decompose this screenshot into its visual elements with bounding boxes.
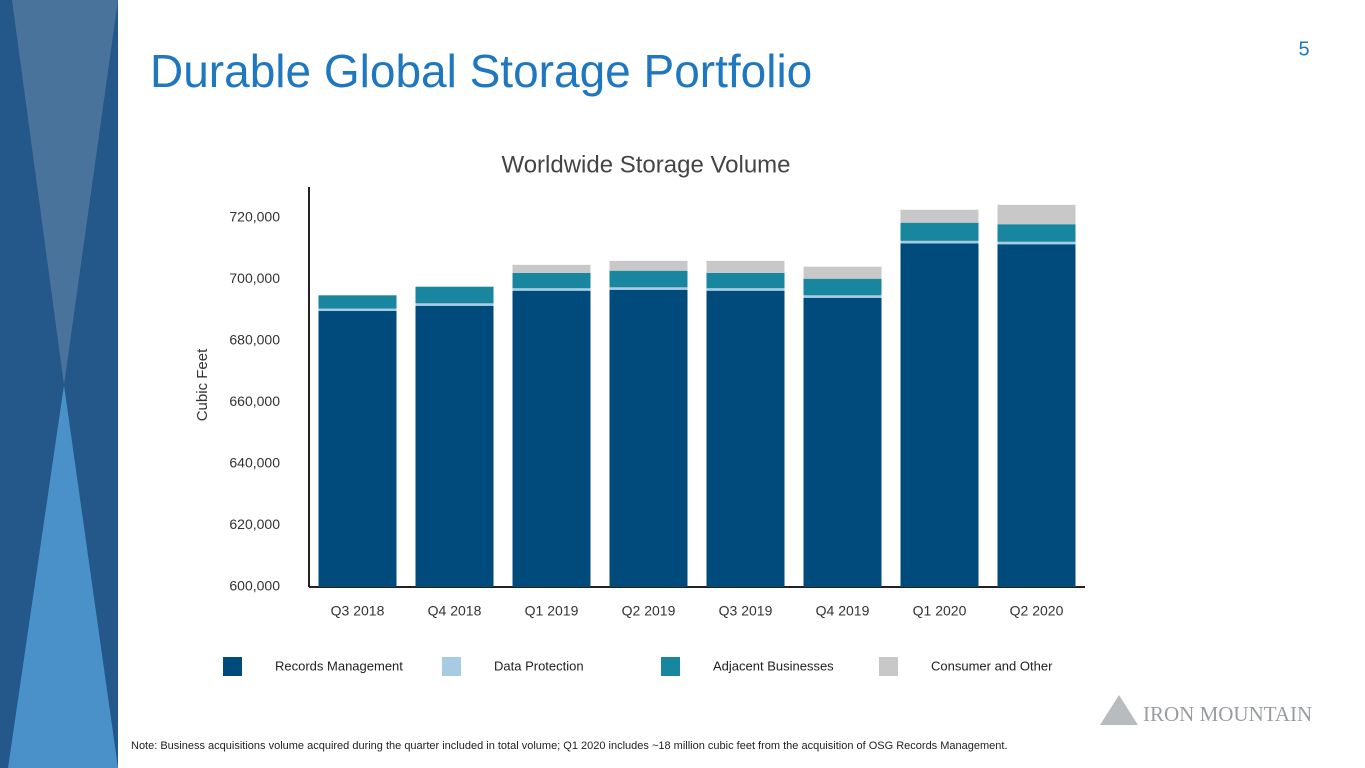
bar-segment [997, 244, 1076, 587]
bar-segment [706, 272, 785, 289]
bar-segment [997, 224, 1076, 242]
logo-mark [1100, 695, 1138, 725]
bar-segment [512, 288, 591, 291]
bar-segment [609, 260, 688, 271]
x-tick-label: Q2 2019 [622, 603, 676, 619]
bar-segment [415, 303, 494, 306]
y-tick-label: 720,000 [229, 208, 280, 224]
y-tick-label: 700,000 [229, 270, 280, 286]
y-axis-label: Cubic Feet [194, 348, 211, 421]
bar-segment [512, 272, 591, 289]
legend-swatch [879, 657, 898, 676]
legend-swatch [223, 657, 242, 676]
y-tick-label: 680,000 [229, 332, 280, 348]
legend-label: Records Management [275, 658, 403, 673]
bar-segment [900, 222, 979, 241]
bar-segment [900, 243, 979, 588]
y-tick-label: 660,000 [229, 393, 280, 409]
bar-segment [609, 287, 688, 290]
logo-text: IRON MOUNTAIN [1143, 702, 1312, 726]
bar-segment [900, 209, 979, 223]
bar-segment [900, 240, 979, 244]
x-tick-label: Q1 2019 [525, 603, 579, 619]
note: Note: Business acquisitions volume acqui… [131, 740, 1008, 752]
y-tick-label: 620,000 [229, 516, 280, 532]
bar-segment [803, 266, 882, 279]
x-tick-label: Q2 2020 [1010, 603, 1064, 619]
bar-segment [803, 278, 882, 296]
bar-segment [803, 295, 882, 298]
bar-segment [997, 204, 1076, 225]
bar-segment [997, 241, 1076, 245]
bar-segment [512, 264, 591, 273]
x-tick-label: Q3 2019 [719, 603, 773, 619]
x-tick-label: Q4 2019 [816, 603, 870, 619]
side-wedge [12, 0, 118, 385]
legend-label: Adjacent Businesses [713, 658, 834, 673]
bar-segment [609, 270, 688, 288]
bar-segment [609, 289, 688, 587]
page-number: 5 [1298, 38, 1309, 60]
bar-segment [318, 311, 397, 587]
bar-segment [318, 295, 397, 309]
bar-segment [706, 260, 785, 273]
bar-segment [706, 288, 785, 291]
bar-segment [415, 286, 494, 304]
y-tick-label: 600,000 [229, 578, 280, 594]
bar-segment [512, 290, 591, 587]
slide-title: Durable Global Storage Portfolio [150, 45, 812, 97]
legend-swatch [442, 657, 461, 676]
y-tick-label: 640,000 [229, 455, 280, 471]
legend-label: Data Protection [494, 658, 584, 673]
side-wedge [8, 385, 118, 768]
bar-segment [706, 290, 785, 587]
bar-segment [318, 308, 397, 311]
bar-segment [415, 305, 494, 587]
chart-title: Worldwide Storage Volume [501, 151, 790, 178]
legend-swatch [661, 657, 680, 676]
x-tick-label: Q1 2020 [913, 603, 967, 619]
x-tick-label: Q4 2018 [428, 603, 482, 619]
bar-segment [803, 297, 882, 587]
x-tick-label: Q3 2018 [331, 603, 385, 619]
legend-label: Consumer and Other [931, 658, 1053, 673]
